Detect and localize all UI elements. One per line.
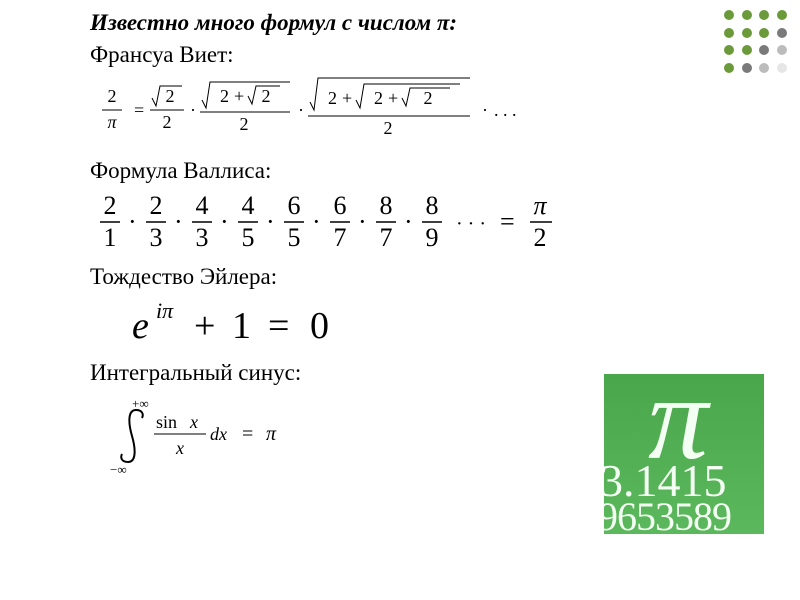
grid-dot xyxy=(724,45,734,55)
grid-dot xyxy=(759,28,769,38)
svg-text:+: + xyxy=(388,88,398,108)
svg-text:+: + xyxy=(234,86,244,106)
grid-dot xyxy=(724,10,734,20)
grid-dot xyxy=(742,10,752,20)
grid-dot xyxy=(742,63,752,73)
svg-text:0: 0 xyxy=(310,305,329,347)
svg-text:7: 7 xyxy=(334,223,347,252)
svg-text:1: 1 xyxy=(104,223,117,252)
svg-text:9: 9 xyxy=(426,223,439,252)
svg-text:·: · xyxy=(220,207,229,236)
svg-text:4: 4 xyxy=(242,191,255,220)
svg-text:·: · xyxy=(128,207,137,236)
svg-text:6: 6 xyxy=(288,191,301,220)
svg-text:. . .: . . . xyxy=(494,100,517,120)
viete-formula: 2 π = 2 2 · 2 + 2 xyxy=(90,76,770,148)
page-title: Известно много формул с числом π: xyxy=(90,10,770,36)
svg-text:3: 3 xyxy=(150,223,163,252)
svg-text:7: 7 xyxy=(380,223,393,252)
svg-text:2: 2 xyxy=(166,86,175,106)
decorative-dot-grid xyxy=(724,10,788,74)
svg-text:2: 2 xyxy=(328,88,337,108)
svg-text:2: 2 xyxy=(163,112,172,132)
svg-text:·: · xyxy=(190,100,196,120)
svg-text:·: · xyxy=(298,100,304,120)
euler-formula: e iπ + 1 = 0 xyxy=(120,296,770,350)
wallis-label: Формула Валлиса: xyxy=(90,158,770,184)
svg-text:5: 5 xyxy=(242,223,255,252)
svg-text:2: 2 xyxy=(424,88,433,108)
svg-text:6: 6 xyxy=(334,191,347,220)
pi-badge: π 3.1415 9653589 xyxy=(604,374,764,534)
svg-text:2: 2 xyxy=(104,191,117,220)
svg-text:iπ: iπ xyxy=(156,298,174,323)
svg-text:π: π xyxy=(533,191,547,220)
svg-text:4: 4 xyxy=(196,191,209,220)
svg-text:x: x xyxy=(175,438,184,458)
svg-text:2: 2 xyxy=(262,86,271,106)
svg-text:·: · xyxy=(404,207,413,236)
svg-text:· · ·: · · · xyxy=(456,213,486,235)
svg-text:e: e xyxy=(132,305,149,347)
pi-digits-line2: 9653589 xyxy=(604,493,764,534)
grid-dot xyxy=(777,63,787,73)
svg-text:=: = xyxy=(268,305,289,347)
svg-text:8: 8 xyxy=(426,191,439,220)
grid-dot xyxy=(742,28,752,38)
euler-label: Тождество Эйлера: xyxy=(90,264,770,290)
grid-dot xyxy=(777,45,787,55)
svg-text:3: 3 xyxy=(196,223,209,252)
svg-text:·: · xyxy=(482,100,488,120)
wallis-formula: 2 1 · 2 3 · 4 3 · 4 5 · 6 5 · 6 7 · 8 7 · 8 9 · · · = π 2 xyxy=(90,190,770,254)
grid-dot xyxy=(759,10,769,20)
svg-text:2: 2 xyxy=(150,191,163,220)
svg-text:1: 1 xyxy=(232,305,251,347)
svg-text:2: 2 xyxy=(220,86,229,106)
svg-text:x: x xyxy=(189,412,198,432)
grid-dot xyxy=(742,45,752,55)
svg-text:+: + xyxy=(342,88,352,108)
svg-text:8: 8 xyxy=(380,191,393,220)
svg-text:sin: sin xyxy=(156,412,177,432)
svg-text:=: = xyxy=(242,423,253,445)
viete-label: Франсуа Виет: xyxy=(90,42,770,68)
svg-text:+∞: +∞ xyxy=(132,396,149,411)
svg-text:·: · xyxy=(312,207,321,236)
svg-text:5: 5 xyxy=(288,223,301,252)
svg-text:π: π xyxy=(107,112,117,132)
svg-text:·: · xyxy=(174,207,183,236)
svg-text:+: + xyxy=(194,305,215,347)
grid-dot xyxy=(777,28,787,38)
grid-dot xyxy=(759,45,769,55)
svg-text:=: = xyxy=(500,207,515,236)
svg-text:dx: dx xyxy=(210,424,227,444)
svg-text:2: 2 xyxy=(108,86,117,106)
grid-dot xyxy=(777,10,787,20)
svg-text:π: π xyxy=(266,423,277,445)
grid-dot xyxy=(724,28,734,38)
svg-text:−∞: −∞ xyxy=(110,462,127,477)
svg-text:2: 2 xyxy=(374,88,383,108)
grid-dot xyxy=(759,63,769,73)
svg-text:2: 2 xyxy=(384,118,393,138)
svg-text:2: 2 xyxy=(534,223,547,252)
svg-text:·: · xyxy=(358,207,367,236)
grid-dot xyxy=(724,63,734,73)
svg-text:·: · xyxy=(266,207,275,236)
svg-text:2: 2 xyxy=(240,114,249,134)
svg-text:=: = xyxy=(134,100,144,120)
